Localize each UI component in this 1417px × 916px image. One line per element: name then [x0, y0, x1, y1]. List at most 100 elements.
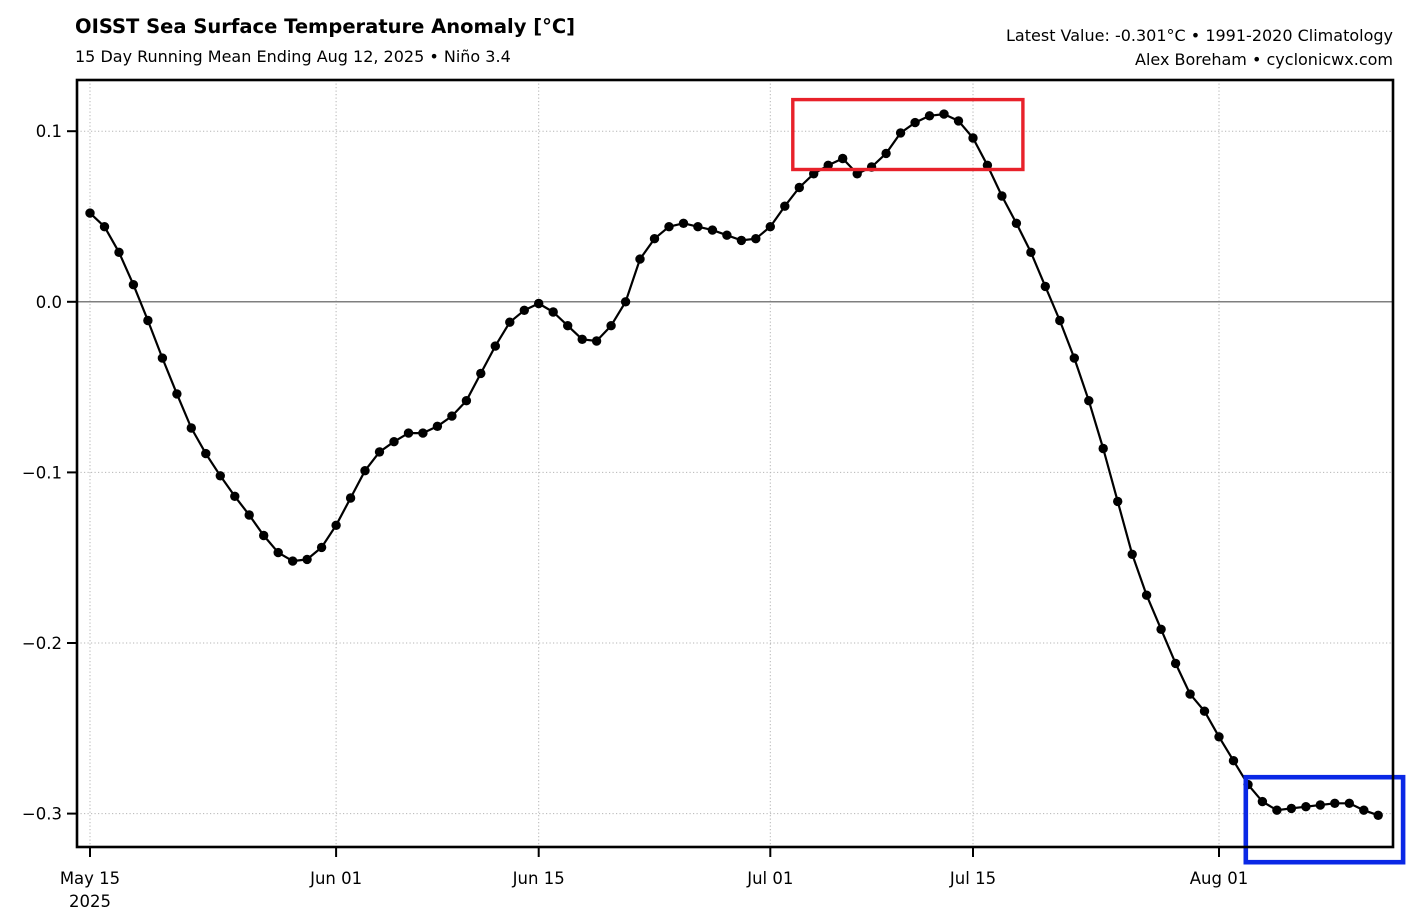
data-point — [1055, 315, 1065, 326]
data-point — [288, 556, 298, 566]
data-point — [374, 447, 385, 457]
data-point — [157, 353, 168, 363]
data-point — [693, 222, 703, 232]
data-point — [1084, 396, 1094, 406]
data-point — [1315, 800, 1326, 810]
data-point — [476, 368, 486, 379]
x-tick-label: Aug 01 — [1190, 869, 1248, 888]
data-point — [1170, 658, 1181, 669]
data-point — [1113, 496, 1123, 507]
x-tick-label: May 15 — [60, 869, 120, 888]
data-point — [345, 493, 356, 503]
data-point — [331, 520, 341, 530]
chart-annotations: Latest Value: -0.301°C • 1991-2020 Clima… — [1006, 24, 1393, 71]
data-point — [997, 191, 1007, 201]
data-point — [1199, 706, 1210, 716]
data-point — [722, 230, 732, 240]
data-point — [1127, 549, 1137, 559]
credit-text: Alex Boreham • cyclonicwx.com — [1135, 49, 1393, 69]
data-point — [1272, 805, 1282, 815]
data-point — [982, 160, 993, 170]
blue-highlight-box — [1243, 774, 1406, 865]
data-point — [591, 336, 602, 346]
data-point — [1185, 689, 1195, 699]
data-point — [548, 307, 558, 317]
data-point — [1301, 802, 1311, 812]
data-point — [823, 160, 833, 170]
data-point — [765, 222, 775, 232]
x-tick-label: Jul 15 — [949, 869, 996, 888]
data-point — [649, 234, 660, 244]
data-point — [1359, 805, 1369, 815]
y-tick-label: −0.1 — [22, 463, 62, 482]
y-tick-label: 0.0 — [36, 293, 62, 312]
data-point — [172, 389, 182, 399]
data-point — [403, 428, 414, 438]
data-point — [99, 222, 110, 232]
data-point — [809, 169, 819, 179]
data-point — [794, 182, 804, 193]
data-point — [1026, 247, 1036, 257]
data-point — [1257, 796, 1268, 807]
data-point — [505, 317, 515, 327]
y-tick-label: −0.2 — [22, 634, 62, 653]
x-tick-label: Jun 15 — [512, 869, 565, 888]
data-point — [273, 547, 283, 558]
data-point — [128, 280, 139, 290]
data-point — [664, 222, 674, 232]
data-point — [924, 111, 935, 121]
data-point — [939, 109, 949, 119]
data-point — [432, 421, 443, 431]
data-point — [910, 117, 920, 128]
data-point — [1156, 624, 1166, 634]
data-point — [563, 321, 573, 331]
data-point — [1040, 281, 1051, 292]
data-point — [215, 471, 225, 481]
data-point — [461, 396, 472, 406]
data-point — [1344, 798, 1355, 808]
red-highlight-box — [791, 97, 1025, 172]
series-line — [88, 113, 1380, 817]
data-point — [389, 437, 399, 447]
data-point — [1330, 798, 1340, 808]
data-point — [620, 297, 631, 307]
data-point — [606, 321, 616, 331]
data-point — [1098, 443, 1108, 454]
data-point — [881, 148, 891, 159]
data-point — [1141, 590, 1152, 600]
data-point — [259, 530, 269, 541]
data-point — [1286, 803, 1297, 814]
y-tick-label: −0.3 — [22, 805, 62, 824]
data-point — [244, 510, 254, 520]
data-point — [360, 466, 370, 476]
data-point — [143, 315, 153, 326]
data-point — [852, 169, 862, 179]
data-point — [534, 298, 544, 309]
data-point — [201, 448, 211, 459]
data-point — [519, 305, 529, 315]
data-point — [1373, 810, 1383, 820]
data-point — [577, 334, 587, 344]
data-point — [1069, 353, 1080, 363]
data-point — [707, 225, 718, 235]
data-point — [780, 201, 790, 211]
chart-subtitle: 15 Day Running Mean Ending Aug 12, 2025 … — [75, 47, 511, 66]
data-point — [302, 554, 312, 565]
x-tick-label: Jun 01 — [309, 869, 362, 888]
data-point — [316, 542, 327, 553]
data-point — [418, 428, 428, 438]
data-point — [953, 116, 964, 126]
data-point — [447, 411, 457, 421]
data-point — [1228, 756, 1239, 766]
plot-border — [75, 78, 1395, 849]
data-point — [1011, 218, 1022, 228]
data-point — [490, 341, 500, 351]
data-point — [1214, 732, 1224, 742]
x-tick-label: Jul 01 — [746, 869, 793, 888]
data-point — [230, 491, 240, 501]
data-point — [751, 234, 761, 244]
data-point — [895, 128, 906, 138]
data-point — [635, 254, 645, 264]
data-point — [678, 218, 689, 228]
